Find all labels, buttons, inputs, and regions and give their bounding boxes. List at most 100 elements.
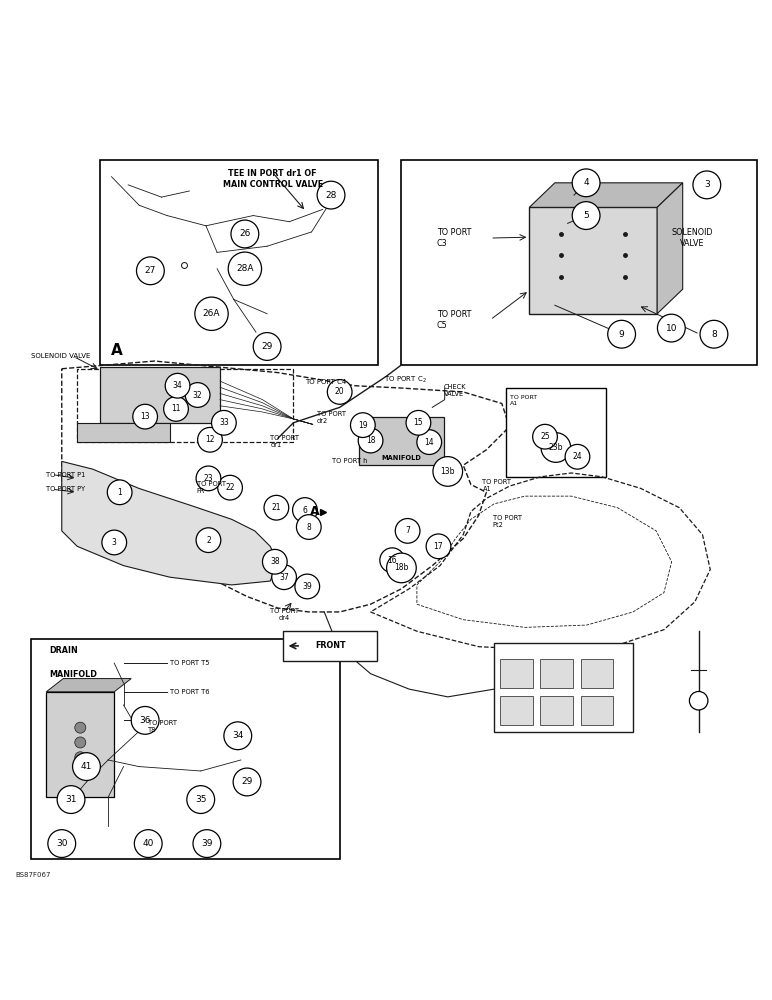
Text: A: A xyxy=(111,343,123,358)
Text: 30: 30 xyxy=(56,839,67,848)
Bar xyxy=(359,417,444,465)
Circle shape xyxy=(317,181,345,209)
Text: 22: 22 xyxy=(225,483,235,492)
Circle shape xyxy=(165,373,190,398)
Text: 34: 34 xyxy=(232,731,243,740)
Circle shape xyxy=(195,297,229,330)
Bar xyxy=(494,643,633,732)
Circle shape xyxy=(107,480,132,505)
Circle shape xyxy=(262,549,287,574)
Text: TO PORT T6: TO PORT T6 xyxy=(170,689,209,695)
Text: 34: 34 xyxy=(173,381,182,390)
FancyBboxPatch shape xyxy=(530,207,657,314)
Circle shape xyxy=(185,383,210,407)
Circle shape xyxy=(198,427,222,452)
Circle shape xyxy=(350,413,375,437)
Text: TO PORT T5: TO PORT T5 xyxy=(170,660,209,666)
Text: 7: 7 xyxy=(405,526,410,535)
Text: 20: 20 xyxy=(335,387,344,396)
Text: 23: 23 xyxy=(204,474,213,483)
Circle shape xyxy=(296,515,321,539)
Polygon shape xyxy=(530,183,682,207)
Text: 4: 4 xyxy=(584,178,589,187)
Text: 35: 35 xyxy=(195,795,206,804)
Circle shape xyxy=(137,257,164,285)
Text: 3: 3 xyxy=(112,538,117,547)
Text: TO PORT PY: TO PORT PY xyxy=(46,486,86,492)
Text: 16: 16 xyxy=(388,556,397,565)
Circle shape xyxy=(272,565,296,590)
Text: 13: 13 xyxy=(141,412,150,421)
Circle shape xyxy=(218,475,242,500)
Text: 8: 8 xyxy=(711,330,717,339)
Circle shape xyxy=(73,753,100,780)
Circle shape xyxy=(48,830,76,857)
Text: 10: 10 xyxy=(665,324,677,333)
Text: TO PORT
A1: TO PORT A1 xyxy=(510,395,537,406)
Text: 6: 6 xyxy=(303,506,307,515)
Text: 29: 29 xyxy=(262,342,273,351)
Text: 14: 14 xyxy=(425,438,434,447)
Circle shape xyxy=(196,528,221,552)
Circle shape xyxy=(134,830,162,857)
Circle shape xyxy=(224,722,252,750)
Text: 27: 27 xyxy=(144,266,156,275)
Circle shape xyxy=(293,498,317,522)
Circle shape xyxy=(395,519,420,543)
Text: TO PORT
FR: TO PORT FR xyxy=(197,481,226,494)
Circle shape xyxy=(608,320,635,348)
Text: 2: 2 xyxy=(206,536,211,545)
Text: TO PORT h: TO PORT h xyxy=(332,458,367,464)
Text: MANIFOLD: MANIFOLD xyxy=(49,670,97,679)
Bar xyxy=(77,369,293,442)
Circle shape xyxy=(387,553,416,583)
Text: 9: 9 xyxy=(618,330,625,339)
Bar xyxy=(31,639,340,859)
Circle shape xyxy=(196,466,221,491)
Circle shape xyxy=(75,737,86,748)
Text: TO PORT
Pt2: TO PORT Pt2 xyxy=(493,515,522,528)
Text: 13b: 13b xyxy=(441,467,455,476)
Circle shape xyxy=(187,786,215,813)
Text: 12: 12 xyxy=(205,435,215,444)
Circle shape xyxy=(358,428,383,453)
Text: MANIFOLD: MANIFOLD xyxy=(381,455,422,461)
Text: 3: 3 xyxy=(704,180,709,189)
Circle shape xyxy=(164,397,188,421)
Text: 5: 5 xyxy=(583,211,589,220)
Polygon shape xyxy=(62,461,278,585)
Bar xyxy=(77,423,170,442)
Circle shape xyxy=(572,202,600,229)
Circle shape xyxy=(406,410,431,435)
Polygon shape xyxy=(46,679,131,692)
Text: 31: 31 xyxy=(66,795,76,804)
Text: 1: 1 xyxy=(117,488,122,497)
Bar xyxy=(581,696,613,725)
Text: 37: 37 xyxy=(279,573,289,582)
Bar xyxy=(100,367,220,423)
Circle shape xyxy=(572,169,600,197)
Circle shape xyxy=(689,691,708,710)
Bar xyxy=(100,160,378,365)
Circle shape xyxy=(193,830,221,857)
Text: 23b: 23b xyxy=(549,443,563,452)
Text: CHECK
VALVE: CHECK VALVE xyxy=(444,384,466,397)
Text: 25: 25 xyxy=(540,432,550,441)
Circle shape xyxy=(693,171,721,199)
Circle shape xyxy=(327,380,352,404)
Circle shape xyxy=(533,424,557,449)
Circle shape xyxy=(133,404,157,429)
Text: TO PORT
T8: TO PORT T8 xyxy=(148,720,178,733)
Circle shape xyxy=(433,457,462,486)
Circle shape xyxy=(229,252,262,285)
Text: 36: 36 xyxy=(140,716,151,725)
Polygon shape xyxy=(657,183,682,314)
Circle shape xyxy=(75,752,86,763)
Bar xyxy=(506,388,606,477)
Circle shape xyxy=(57,786,85,813)
Text: 38: 38 xyxy=(270,557,279,566)
Bar xyxy=(581,659,613,688)
Bar xyxy=(540,696,573,725)
Text: 21: 21 xyxy=(272,503,281,512)
Circle shape xyxy=(417,430,442,454)
